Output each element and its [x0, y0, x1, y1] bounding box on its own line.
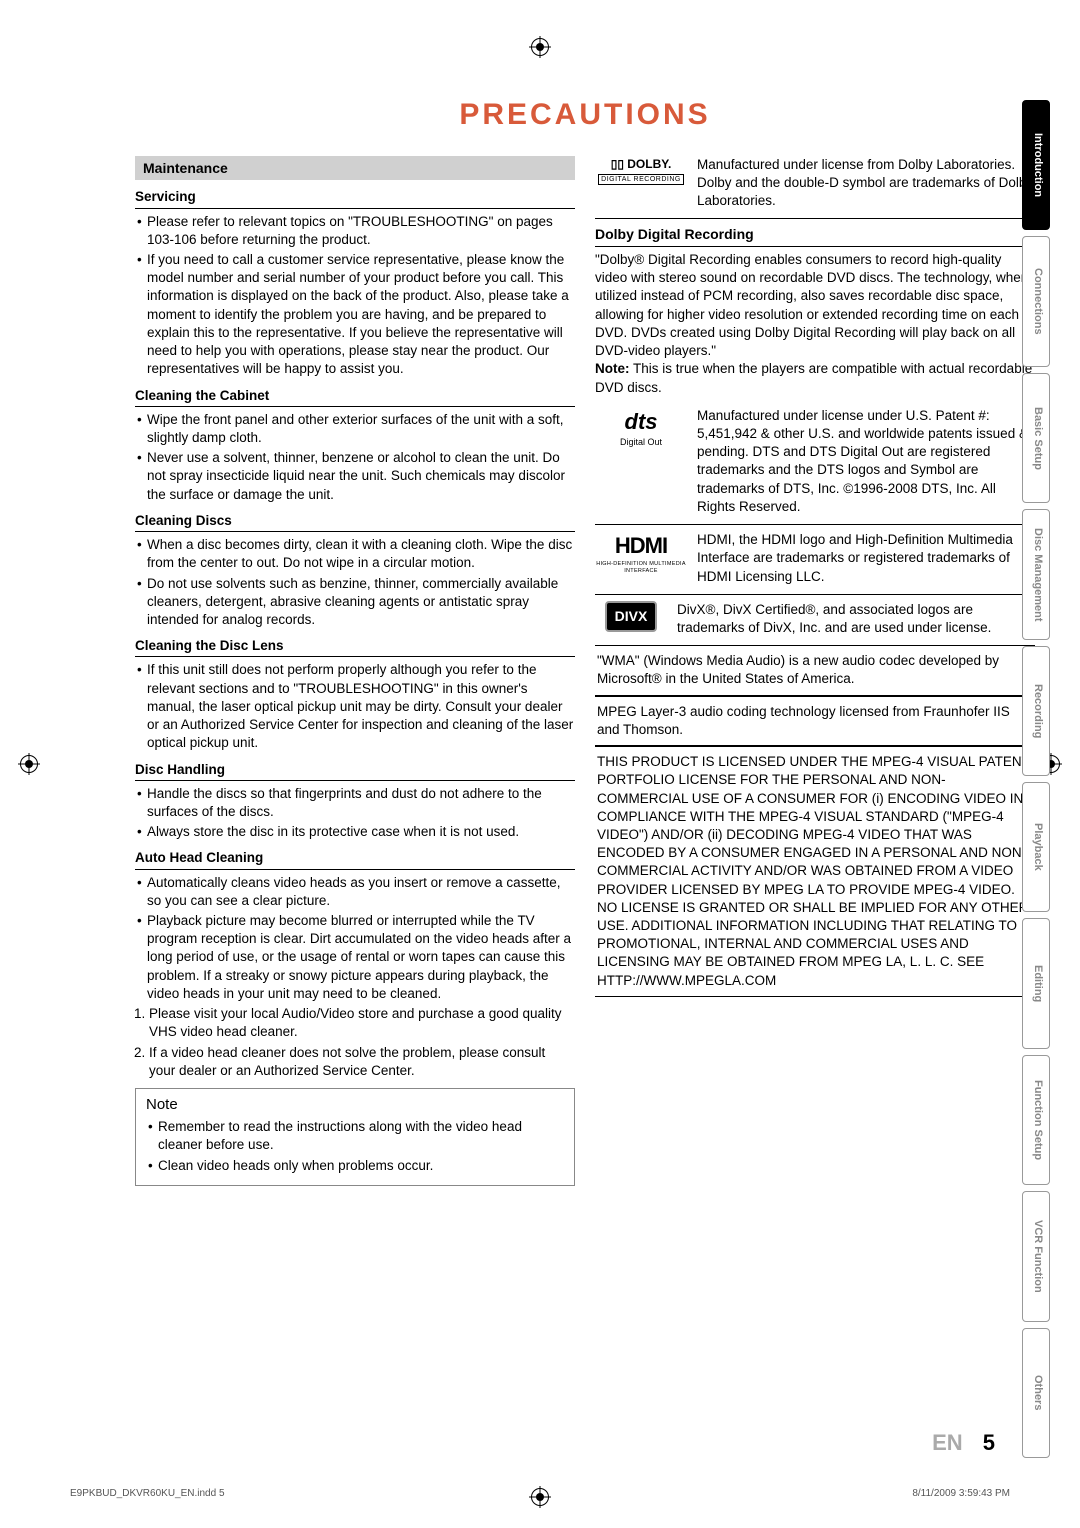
hdmi-row: HDMI HIGH-DEFINITION MULTIMEDIA INTERFAC…	[595, 524, 1035, 586]
list-item: Never use a solvent, thinner, benzene or…	[135, 449, 575, 504]
list-item: If you need to call a customer service r…	[135, 251, 575, 379]
note-title: Note	[146, 1095, 564, 1115]
list-item: Wipe the front panel and other exterior …	[135, 411, 575, 447]
page-footer: EN 5	[932, 1428, 995, 1458]
list-item: Always store the disc in its protective …	[135, 823, 575, 841]
list-item: Clean video heads only when problems occ…	[146, 1157, 564, 1175]
list-item: If this unit still does not perform prop…	[135, 661, 575, 752]
list-item: Please refer to relevant topics on "TROU…	[135, 213, 575, 249]
list-item: If a video head cleaner does not solve t…	[149, 1044, 575, 1080]
discs-header: Cleaning Discs	[135, 512, 575, 532]
ddr-body: "Dolby® Digital Recording enables consum…	[595, 251, 1035, 397]
discs-list: When a disc becomes dirty, clean it with…	[135, 536, 575, 629]
page-title: PRECAUTIONS	[135, 95, 1035, 136]
ddr-body-text: "Dolby® Digital Recording enables consum…	[595, 252, 1028, 358]
wma-box: "WMA" (Windows Media Audio) is a new aud…	[595, 645, 1035, 695]
list-item: Playback picture may become blurred or i…	[135, 912, 575, 1003]
lens-list: If this unit still does not perform prop…	[135, 661, 575, 752]
tab-connections[interactable]: Connections	[1022, 236, 1050, 366]
tab-editing[interactable]: Editing	[1022, 918, 1050, 1048]
hdmi-text: HDMI, the HDMI logo and High-Definition …	[697, 531, 1035, 586]
footer-page: 5	[983, 1430, 995, 1455]
dolby-logo: ▯▯ DOLBY. DIGITAL RECORDING	[595, 156, 687, 186]
cabinet-list: Wipe the front panel and other exterior …	[135, 411, 575, 504]
servicing-header: Servicing	[135, 188, 575, 208]
tab-recording[interactable]: Recording	[1022, 646, 1050, 776]
dts-text: Manufactured under license under U.S. Pa…	[697, 407, 1035, 516]
note-box: Note Remember to read the instructions a…	[135, 1088, 575, 1186]
divx-text: DivX®, DivX Certified®, and associated l…	[677, 601, 1035, 637]
right-column: ▯▯ DOLBY. DIGITAL RECORDING Manufactured…	[595, 156, 1035, 1186]
list-item: When a disc becomes dirty, clean it with…	[135, 536, 575, 572]
ddr-note-body: This is true when the players are compat…	[595, 361, 1032, 394]
servicing-list: Please refer to relevant topics on "TROU…	[135, 213, 575, 379]
tab-others[interactable]: Others	[1022, 1328, 1050, 1458]
dolby-text: Manufactured under license from Dolby La…	[697, 156, 1035, 211]
hdmi-logo: HDMI HIGH-DEFINITION MULTIMEDIA INTERFAC…	[595, 531, 687, 576]
handling-list: Handle the discs so that fingerprints an…	[135, 785, 575, 842]
handling-header: Disc Handling	[135, 761, 575, 781]
note-list: Remember to read the instructions along …	[146, 1118, 564, 1175]
autohead-list: Automatically cleans video heads as you …	[135, 874, 575, 1004]
ddr-header: Dolby Digital Recording	[595, 218, 1035, 247]
tab-function-setup[interactable]: Function Setup	[1022, 1055, 1050, 1185]
list-item: Remember to read the instructions along …	[146, 1118, 564, 1154]
print-footer-file: E9PKBUD_DKVR60KU_EN.indd 5	[70, 1487, 225, 1501]
autohead-numlist: Please visit your local Audio/Video stor…	[135, 1005, 575, 1080]
mpeg4-box: THIS PRODUCT IS LICENSED UNDER THE MPEG-…	[595, 746, 1035, 997]
cabinet-header: Cleaning the Cabinet	[135, 387, 575, 407]
tab-disc-management[interactable]: Disc Management	[1022, 509, 1050, 639]
list-item: Automatically cleans video heads as you …	[135, 874, 575, 910]
tab-introduction[interactable]: Introduction	[1022, 100, 1050, 230]
lens-header: Cleaning the Disc Lens	[135, 637, 575, 657]
divx-row: DIVX DivX®, DivX Certified®, and associa…	[595, 594, 1035, 637]
dts-logo: dts Digital Out	[595, 407, 687, 449]
dolby-row: ▯▯ DOLBY. DIGITAL RECORDING Manufactured…	[595, 156, 1035, 211]
mpeg3-box: MPEG Layer-3 audio coding technology lic…	[595, 696, 1035, 746]
maintenance-header: Maintenance	[135, 156, 575, 181]
tab-vcr-function[interactable]: VCR Function	[1022, 1191, 1050, 1321]
list-item: Handle the discs so that fingerprints an…	[135, 785, 575, 821]
list-item: Please visit your local Audio/Video stor…	[149, 1005, 575, 1041]
left-column: Maintenance Servicing Please refer to re…	[135, 156, 575, 1186]
content-columns: Maintenance Servicing Please refer to re…	[135, 156, 1035, 1186]
ddr-note-label: Note:	[595, 361, 630, 376]
footer-lang: EN	[932, 1430, 963, 1455]
crop-mark-bottom	[531, 1488, 549, 1506]
tab-playback[interactable]: Playback	[1022, 782, 1050, 912]
print-footer-datetime: 8/11/2009 3:59:43 PM	[912, 1487, 1010, 1501]
page: PRECAUTIONS Maintenance Servicing Please…	[0, 0, 1080, 1528]
divx-logo: DIVX	[595, 601, 667, 632]
autohead-header: Auto Head Cleaning	[135, 849, 575, 869]
list-item: Do not use solvents such as benzine, thi…	[135, 575, 575, 630]
side-tabs: Introduction Connections Basic Setup Dis…	[1022, 100, 1050, 1458]
tab-basic-setup[interactable]: Basic Setup	[1022, 373, 1050, 503]
dts-row: dts Digital Out Manufactured under licen…	[595, 407, 1035, 516]
